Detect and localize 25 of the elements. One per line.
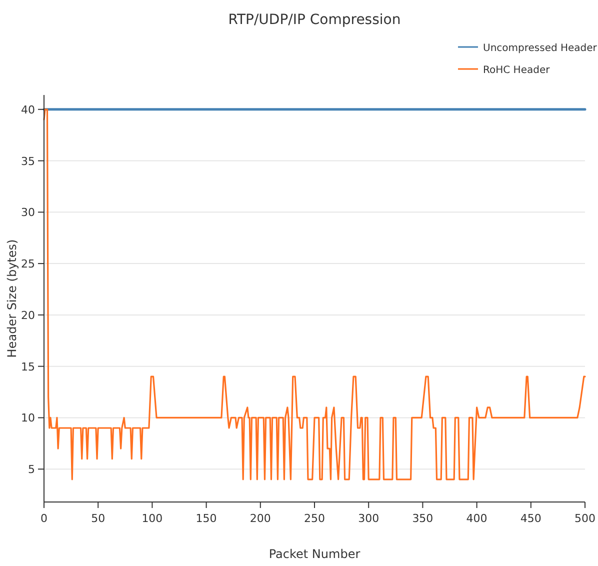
x-tick-label: 350 [412,512,434,525]
x-tick-label: 400 [466,512,488,525]
legend-label: RoHC Header [483,65,551,76]
x-tick-label: 250 [304,512,325,525]
y-tick-label: 10 [21,412,35,425]
line-series [43,108,586,480]
y-tick-label: 40 [21,103,35,116]
x-tick-label: 300 [358,512,380,525]
x-tick-label: 100 [142,512,163,525]
x-tick-label: 200 [250,512,271,525]
y-tick-label: 30 [21,206,35,220]
x-axis-title: Packet Number [268,547,360,561]
y-tick-label: 5 [28,463,35,476]
y-tick-label: 25 [21,258,35,271]
x-tick-label: 150 [196,512,217,525]
x-tick-label: 500 [574,512,596,525]
y-tick-label: 20 [21,308,35,322]
chart-title: RTP/UDP/IP Compression [228,12,401,28]
y-tick-label: 35 [21,154,35,168]
y-tick-label: 15 [21,360,35,374]
y-axis-title: Header Size (bytes) [5,239,19,358]
legend-label: Uncompressed Header [483,43,598,54]
x-tick-label: 0 [40,512,48,525]
x-tick-label: 450 [520,512,542,525]
x-tick-label: 50 [91,512,106,525]
